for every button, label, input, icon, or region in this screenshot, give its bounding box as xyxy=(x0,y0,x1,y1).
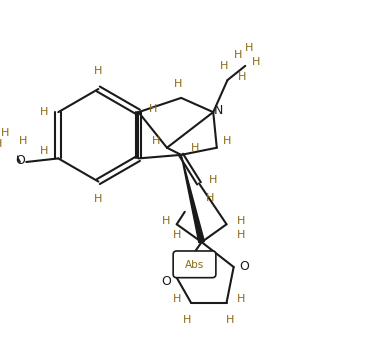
FancyBboxPatch shape xyxy=(173,251,216,278)
Text: H: H xyxy=(252,57,260,67)
Text: O: O xyxy=(15,154,25,167)
Text: H: H xyxy=(0,139,2,149)
Text: H: H xyxy=(237,294,245,304)
Text: H: H xyxy=(220,61,228,71)
Text: H: H xyxy=(40,107,48,117)
Text: H: H xyxy=(234,50,242,60)
Text: H: H xyxy=(40,146,48,156)
Text: H: H xyxy=(226,315,234,325)
Text: H: H xyxy=(191,143,200,153)
Text: H: H xyxy=(205,193,214,203)
Text: H: H xyxy=(237,230,245,240)
Text: H: H xyxy=(183,315,192,325)
Text: H: H xyxy=(152,136,160,146)
Text: O: O xyxy=(161,275,171,288)
Text: H: H xyxy=(1,129,9,138)
Text: H: H xyxy=(173,79,182,89)
Text: H: H xyxy=(149,104,157,114)
Text: H: H xyxy=(173,294,181,304)
Text: H: H xyxy=(237,216,245,226)
Text: H: H xyxy=(19,136,27,146)
Text: H: H xyxy=(245,43,253,53)
Text: H: H xyxy=(173,230,181,240)
Text: N: N xyxy=(214,104,223,117)
Text: H: H xyxy=(94,194,102,204)
Text: Abs: Abs xyxy=(185,260,204,269)
Text: H: H xyxy=(237,72,246,82)
Text: O: O xyxy=(239,261,249,273)
Text: H: H xyxy=(209,175,218,185)
Text: H: H xyxy=(223,136,232,146)
Text: H: H xyxy=(162,216,170,226)
Text: H: H xyxy=(94,66,102,76)
Polygon shape xyxy=(181,155,204,243)
